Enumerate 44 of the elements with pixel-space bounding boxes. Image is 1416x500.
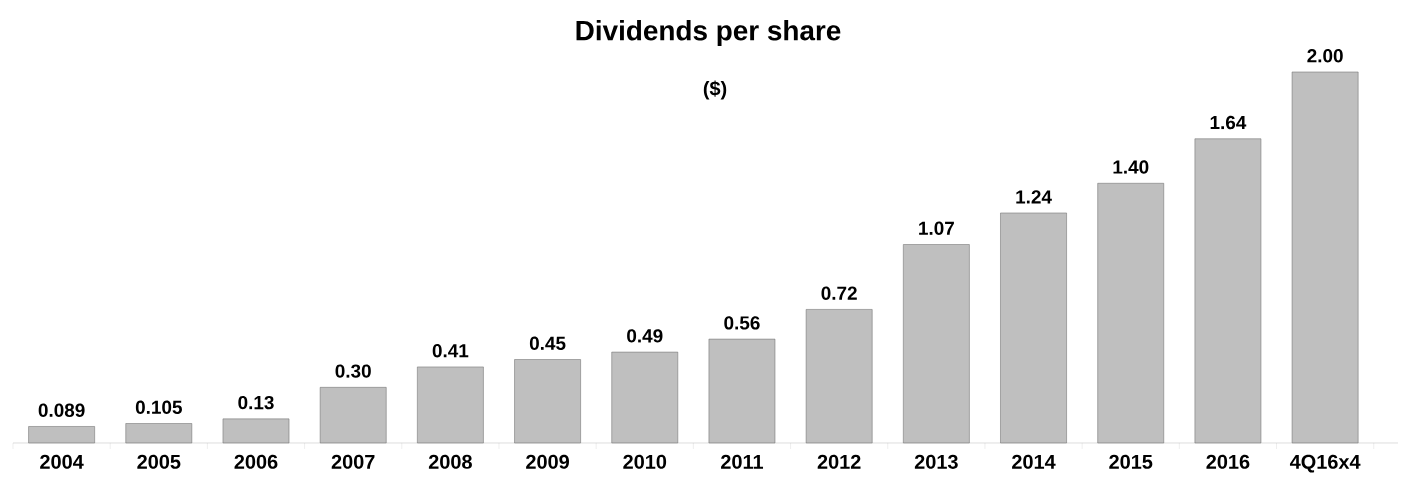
chart-title: Dividends per share <box>576 20 841 46</box>
x-tick-label: 2010 <box>623 454 667 469</box>
chart-subtitle: ($) <box>703 80 727 100</box>
bar <box>28 426 95 444</box>
bar <box>417 366 484 444</box>
x-tick-label: 2016 <box>1206 454 1250 469</box>
x-tick-label: 2014 <box>1012 454 1056 469</box>
x-tick-label: 2005 <box>137 454 181 469</box>
data-label: 0.72 <box>821 286 857 300</box>
bar <box>611 351 679 444</box>
x-tick-label: 2008 <box>428 454 472 469</box>
bar <box>805 309 873 444</box>
bar <box>1194 138 1262 444</box>
data-label: 1.40 <box>1113 160 1149 174</box>
x-tick-label: 4Q16x4 <box>1289 454 1361 473</box>
data-label: 0.089 <box>38 403 85 417</box>
x-tick-label: 2011 <box>721 454 764 469</box>
bar <box>903 244 970 444</box>
data-label: 2.00 <box>1307 49 1343 63</box>
x-tick-label: 2004 <box>40 454 84 469</box>
data-label: 0.45 <box>529 336 566 350</box>
data-label: 0.105 <box>135 400 182 414</box>
bar <box>222 418 290 444</box>
bar <box>514 359 581 444</box>
x-tick-label: 2013 <box>914 454 958 469</box>
x-tick-label: 2015 <box>1109 454 1153 469</box>
data-label: 1.07 <box>919 221 954 235</box>
data-label: 0.30 <box>335 364 371 378</box>
data-label: 0.13 <box>238 395 274 410</box>
x-tick-label: 2012 <box>817 454 861 469</box>
data-label: 1.64 <box>1210 115 1247 130</box>
x-tick-label: 2007 <box>331 454 375 469</box>
x-tick-label: 2006 <box>234 454 278 469</box>
x-tick-label: 2009 <box>526 454 569 469</box>
bar <box>319 387 387 444</box>
bar <box>125 423 193 444</box>
bar <box>1000 212 1067 444</box>
data-label: 1.24 <box>1016 190 1052 204</box>
data-label: 0.56 <box>724 316 760 330</box>
bar <box>1097 183 1165 444</box>
bar <box>1291 71 1359 444</box>
bar <box>708 338 776 444</box>
data-label: 0.41 <box>432 344 469 358</box>
data-label: 0.49 <box>627 329 663 343</box>
